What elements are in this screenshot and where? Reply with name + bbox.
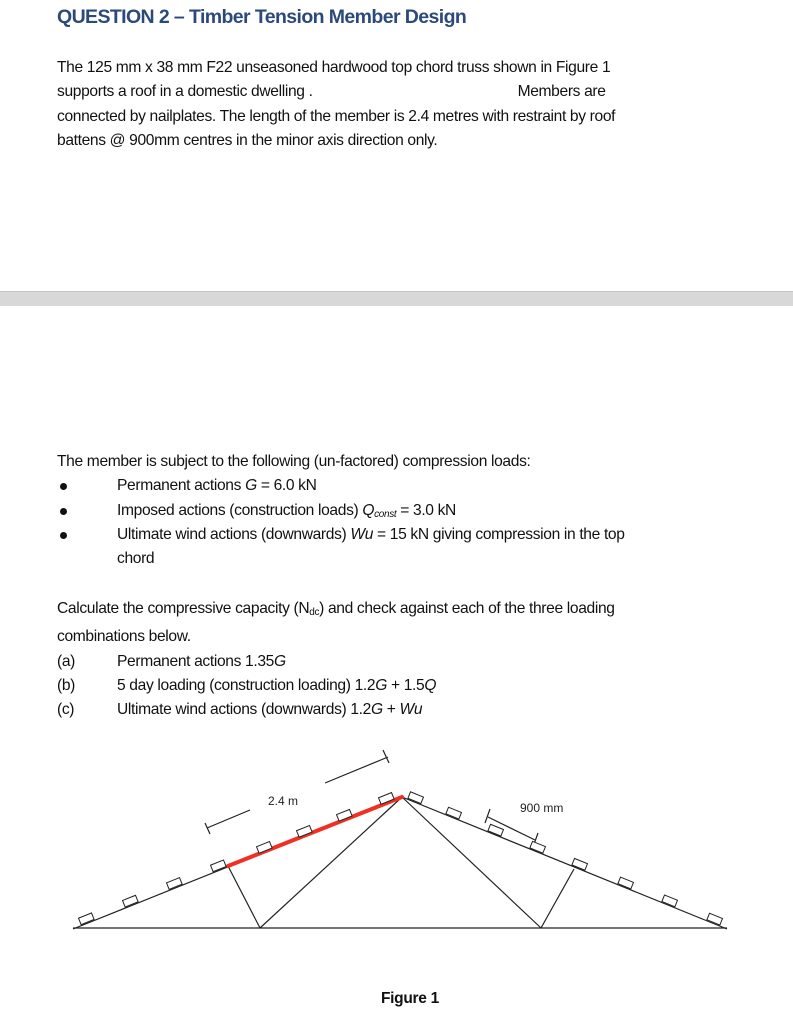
batten <box>407 791 425 805</box>
batten <box>295 824 313 838</box>
truss-diagram: 2.4 m 900 mm <box>72 749 728 930</box>
web <box>259 796 403 929</box>
combo-item: (c) Ultimate wind actions (downwards) 1.2… <box>57 701 423 719</box>
intro-line: The 125 mm x 38 mm F22 unseasoned hardwo… <box>57 59 611 76</box>
bullet-icon <box>60 483 67 491</box>
batten <box>121 894 139 908</box>
intro-line: connected by nailplates. The length of t… <box>57 107 616 125</box>
batten <box>706 912 724 926</box>
intro-line: supports a roof in a domestic dwelling .… <box>57 80 757 104</box>
web <box>227 865 261 929</box>
batten <box>529 840 547 854</box>
batten <box>487 823 505 837</box>
task-line: Calculate the compressive capacity (Ndc)… <box>57 600 615 618</box>
batten <box>661 894 679 908</box>
web <box>401 796 542 929</box>
load-item: Ultimate wind actions (downwards) Wu = 1… <box>57 523 777 547</box>
intro-text: supports a roof in a domestic dwelling . <box>57 83 313 101</box>
intro-line: battens @ 900mm centres in the minor axi… <box>57 131 438 149</box>
battens <box>77 791 724 926</box>
dimension-line <box>324 756 389 784</box>
load-item: Permanent actions G = 6.0 kN <box>57 474 777 498</box>
bullet-icon <box>60 507 67 515</box>
right-top-chord <box>401 796 728 930</box>
task-section: Calculate the compressive capacity (Ndc)… <box>57 597 777 722</box>
batten <box>335 808 353 822</box>
spacing-tick <box>484 808 491 824</box>
batten <box>377 791 395 805</box>
intro-paragraph: The 125 mm x 38 mm F22 unseasoned hardwo… <box>57 56 757 153</box>
load-item-continued: chord <box>117 550 155 568</box>
bullet-icon <box>60 531 67 539</box>
task-line: combinations below. <box>57 628 191 646</box>
load-item: Imposed actions (construction loads) Qco… <box>57 499 777 523</box>
batten <box>617 876 635 890</box>
batten-spacing-label: 900 mm <box>520 801 563 815</box>
dimension-tick <box>204 822 211 835</box>
batten <box>445 806 463 820</box>
batten <box>165 876 183 891</box>
batten <box>255 840 273 854</box>
combo-item: (a) Permanent actions 1.35G <box>57 652 286 670</box>
loads-heading: The member is subject to the following (… <box>57 453 531 470</box>
highlighted-member <box>226 795 404 868</box>
batten <box>209 859 227 873</box>
spacing-dimension-line <box>487 816 536 841</box>
combo-item: (b) 5 day loading (construction loading) … <box>57 676 437 694</box>
dimension-tick <box>382 749 390 764</box>
dimension-line <box>206 809 251 829</box>
figure-caption: Figure 1 <box>381 990 439 1007</box>
loads-section: The member is subject to the following (… <box>57 450 777 571</box>
web <box>540 868 575 929</box>
batten <box>571 857 589 871</box>
question-title: QUESTION 2 – Timber Tension Member Desig… <box>57 6 467 28</box>
member-length-label: 2.4 m <box>268 794 298 808</box>
intro-text: Members are <box>517 83 606 101</box>
batten <box>77 912 95 926</box>
page-break-divider <box>0 291 793 306</box>
